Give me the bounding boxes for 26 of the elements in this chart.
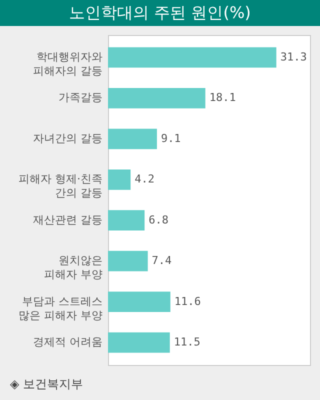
data-label: 18.1	[209, 91, 236, 104]
bar	[108, 169, 131, 190]
y-tick-label: 부담과 스트레스 많은 피해자 부양	[18, 294, 102, 322]
y-tick-label: 경제적 어려움	[33, 336, 102, 349]
bar	[108, 210, 145, 231]
y-tick-label: 피해자 형제·친족 간의 갈등	[18, 172, 102, 200]
data-label: 11.6	[174, 294, 201, 308]
bar	[108, 292, 170, 312]
y-tick-label: 원치않은 피해자 부양	[44, 254, 102, 282]
bar	[108, 332, 170, 353]
data-label: 31.3	[280, 50, 307, 64]
bar	[108, 47, 276, 68]
data-label: 11.5	[174, 336, 200, 349]
data-label: 6.8	[148, 213, 168, 226]
data-label: 7.4	[152, 254, 172, 268]
data-label: 9.1	[160, 132, 181, 145]
text: ◈ 보건복지부	[10, 376, 84, 393]
y-tick-label: 자녀간의 갈등	[33, 132, 102, 145]
y-tick-label: 가족갈등	[58, 91, 102, 104]
bar	[108, 250, 148, 272]
y-tick-label: 재산관련 갈등	[33, 213, 102, 226]
bar	[108, 88, 206, 108]
bar	[108, 128, 157, 150]
y-tick-label: 학대행위자와 피해자의 갈등	[33, 50, 102, 78]
data-label: 4.2	[134, 172, 154, 186]
chart-title: 노인학대의 주된 원인(%)	[0, 0, 320, 26]
